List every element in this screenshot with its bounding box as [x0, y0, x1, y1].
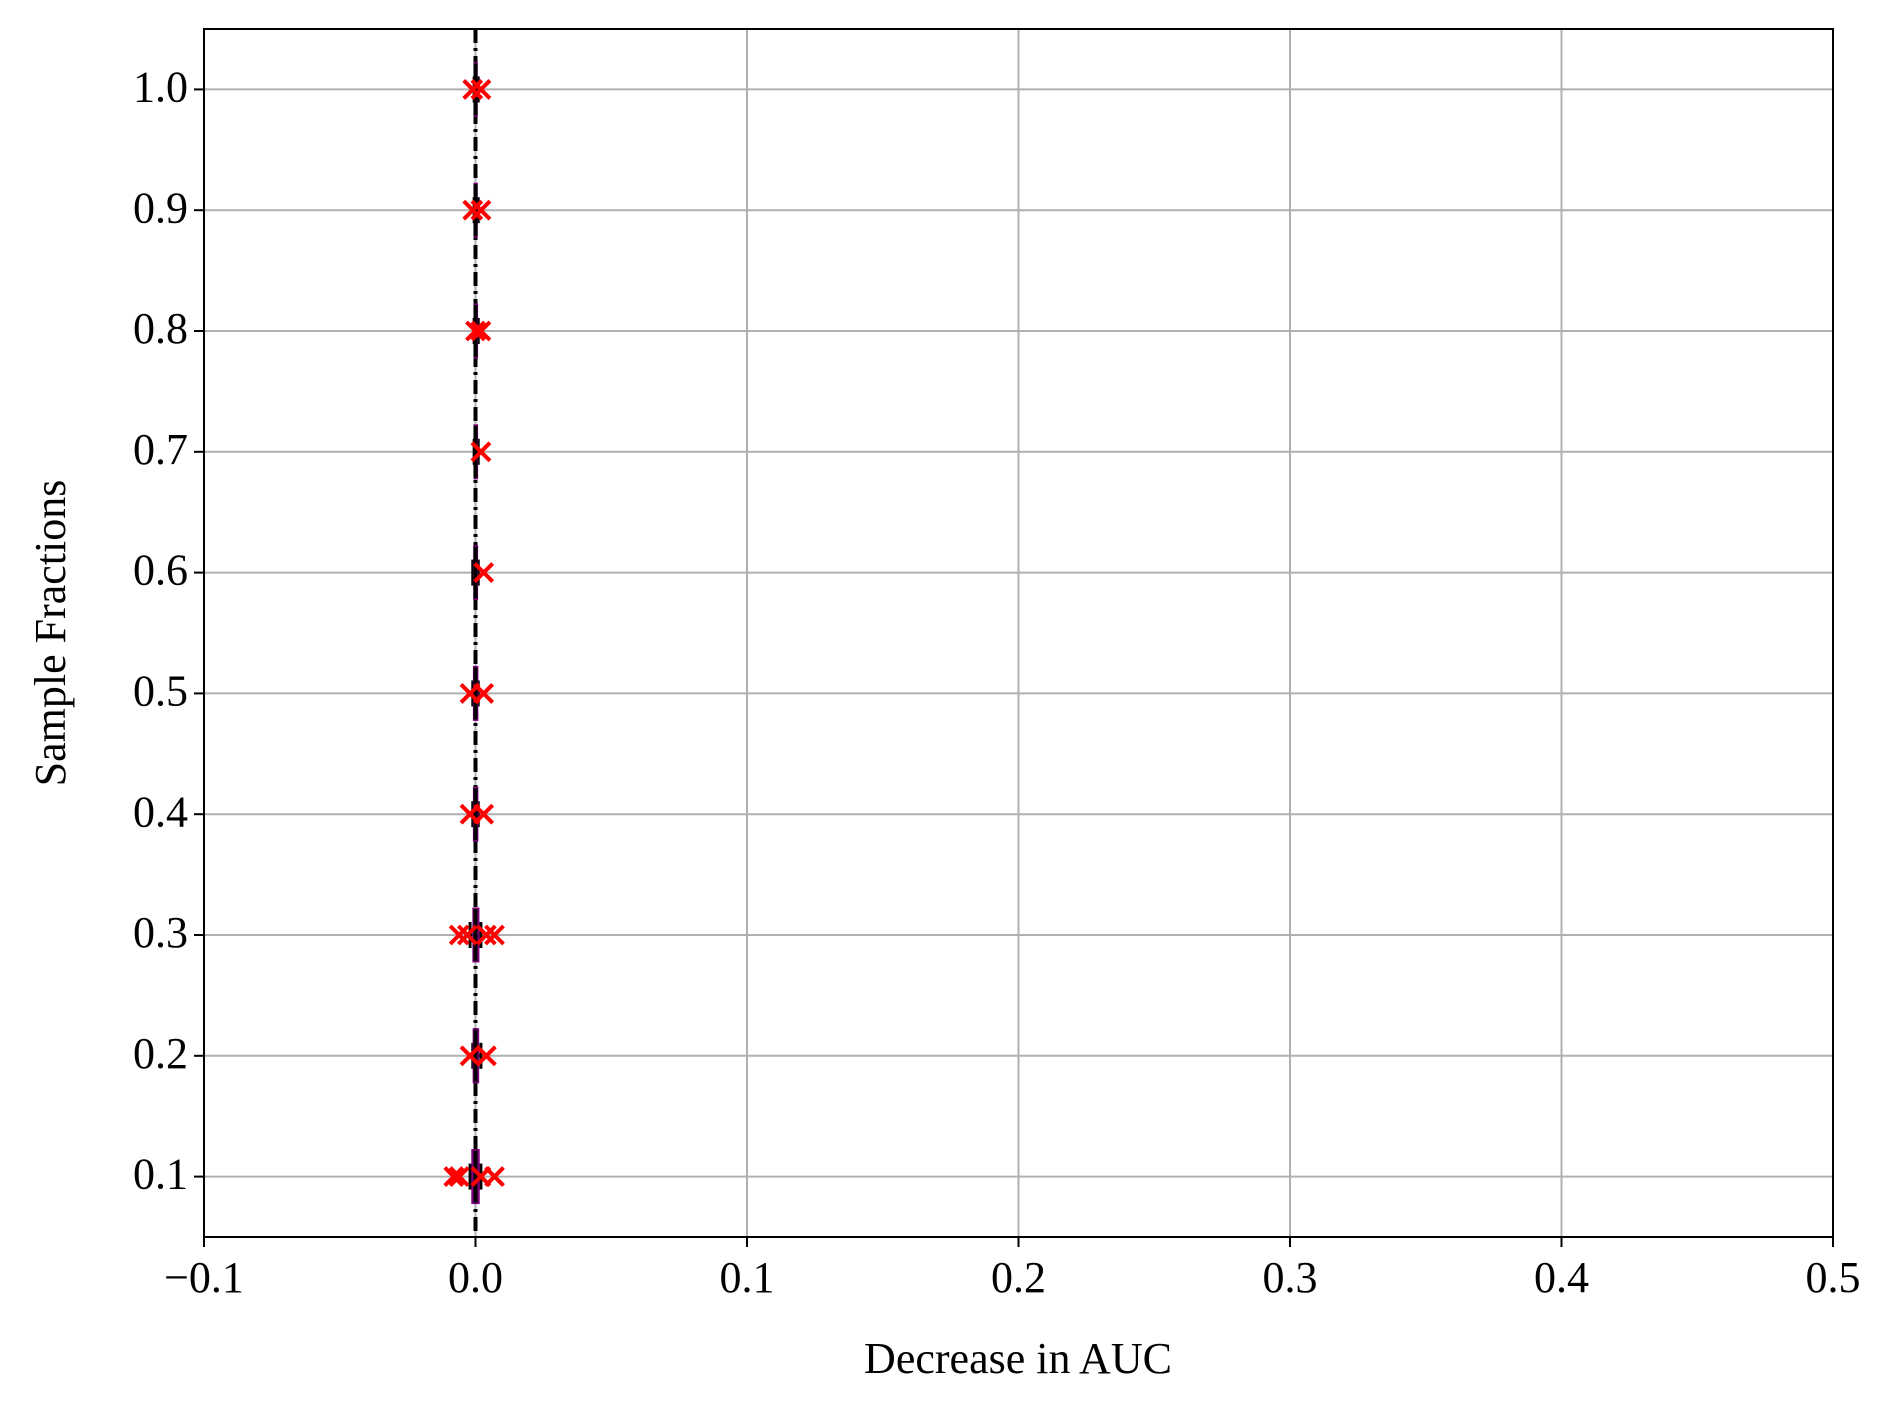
outlier: [473, 682, 495, 704]
outlier: [470, 320, 492, 342]
x-tick-label: 0.1: [720, 1253, 775, 1302]
y-tick-label: 0.7: [133, 425, 188, 474]
y-tick-label: 0.5: [133, 666, 188, 715]
y-tick-label: 0.6: [133, 546, 188, 595]
outlier: [484, 924, 505, 946]
outlier: [473, 562, 495, 584]
y-tick-label: 0.9: [133, 183, 188, 232]
outlier: [462, 78, 484, 100]
outlier: [456, 924, 478, 946]
x-tick-label: −0.1: [164, 1253, 244, 1302]
x-tick-label: 0.3: [1263, 1253, 1318, 1302]
outlier: [470, 199, 492, 221]
x-tick-label: 0.4: [1534, 1253, 1589, 1302]
x-tick-label: 0.5: [1806, 1253, 1861, 1302]
x-tick-label: 0.0: [448, 1253, 503, 1302]
outlier: [443, 1166, 465, 1188]
outlier: [475, 924, 497, 946]
y-tick-label: 0.4: [133, 787, 188, 836]
y-axis-label: Sample Fractions: [26, 480, 75, 787]
x-axis-label: Decrease in AUC: [864, 1334, 1172, 1383]
outlier: [465, 320, 486, 342]
outlier: [462, 199, 484, 221]
x-tick-label: 0.2: [991, 1253, 1046, 1302]
y-tick-label: 0.1: [133, 1150, 188, 1199]
outlier: [448, 1166, 470, 1188]
outlier: [484, 1166, 505, 1188]
outlier: [470, 441, 492, 463]
outlier: [473, 803, 495, 825]
outlier: [448, 924, 470, 946]
y-tick-label: 1.0: [133, 62, 188, 111]
y-tick-label: 0.3: [133, 908, 188, 957]
outlier: [475, 1045, 497, 1067]
outlier: [459, 1045, 481, 1067]
y-tick-label: 0.2: [133, 1029, 188, 1078]
y-tick-label: 0.8: [133, 304, 188, 353]
plot-frame: [203, 28, 1834, 1238]
outlier: [470, 78, 492, 100]
